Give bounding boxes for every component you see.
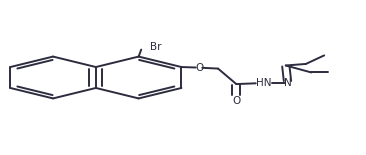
Text: O: O <box>195 63 203 73</box>
Text: Br: Br <box>150 42 161 52</box>
Text: N: N <box>284 78 291 88</box>
Text: HN: HN <box>256 78 272 88</box>
Text: O: O <box>232 96 240 106</box>
